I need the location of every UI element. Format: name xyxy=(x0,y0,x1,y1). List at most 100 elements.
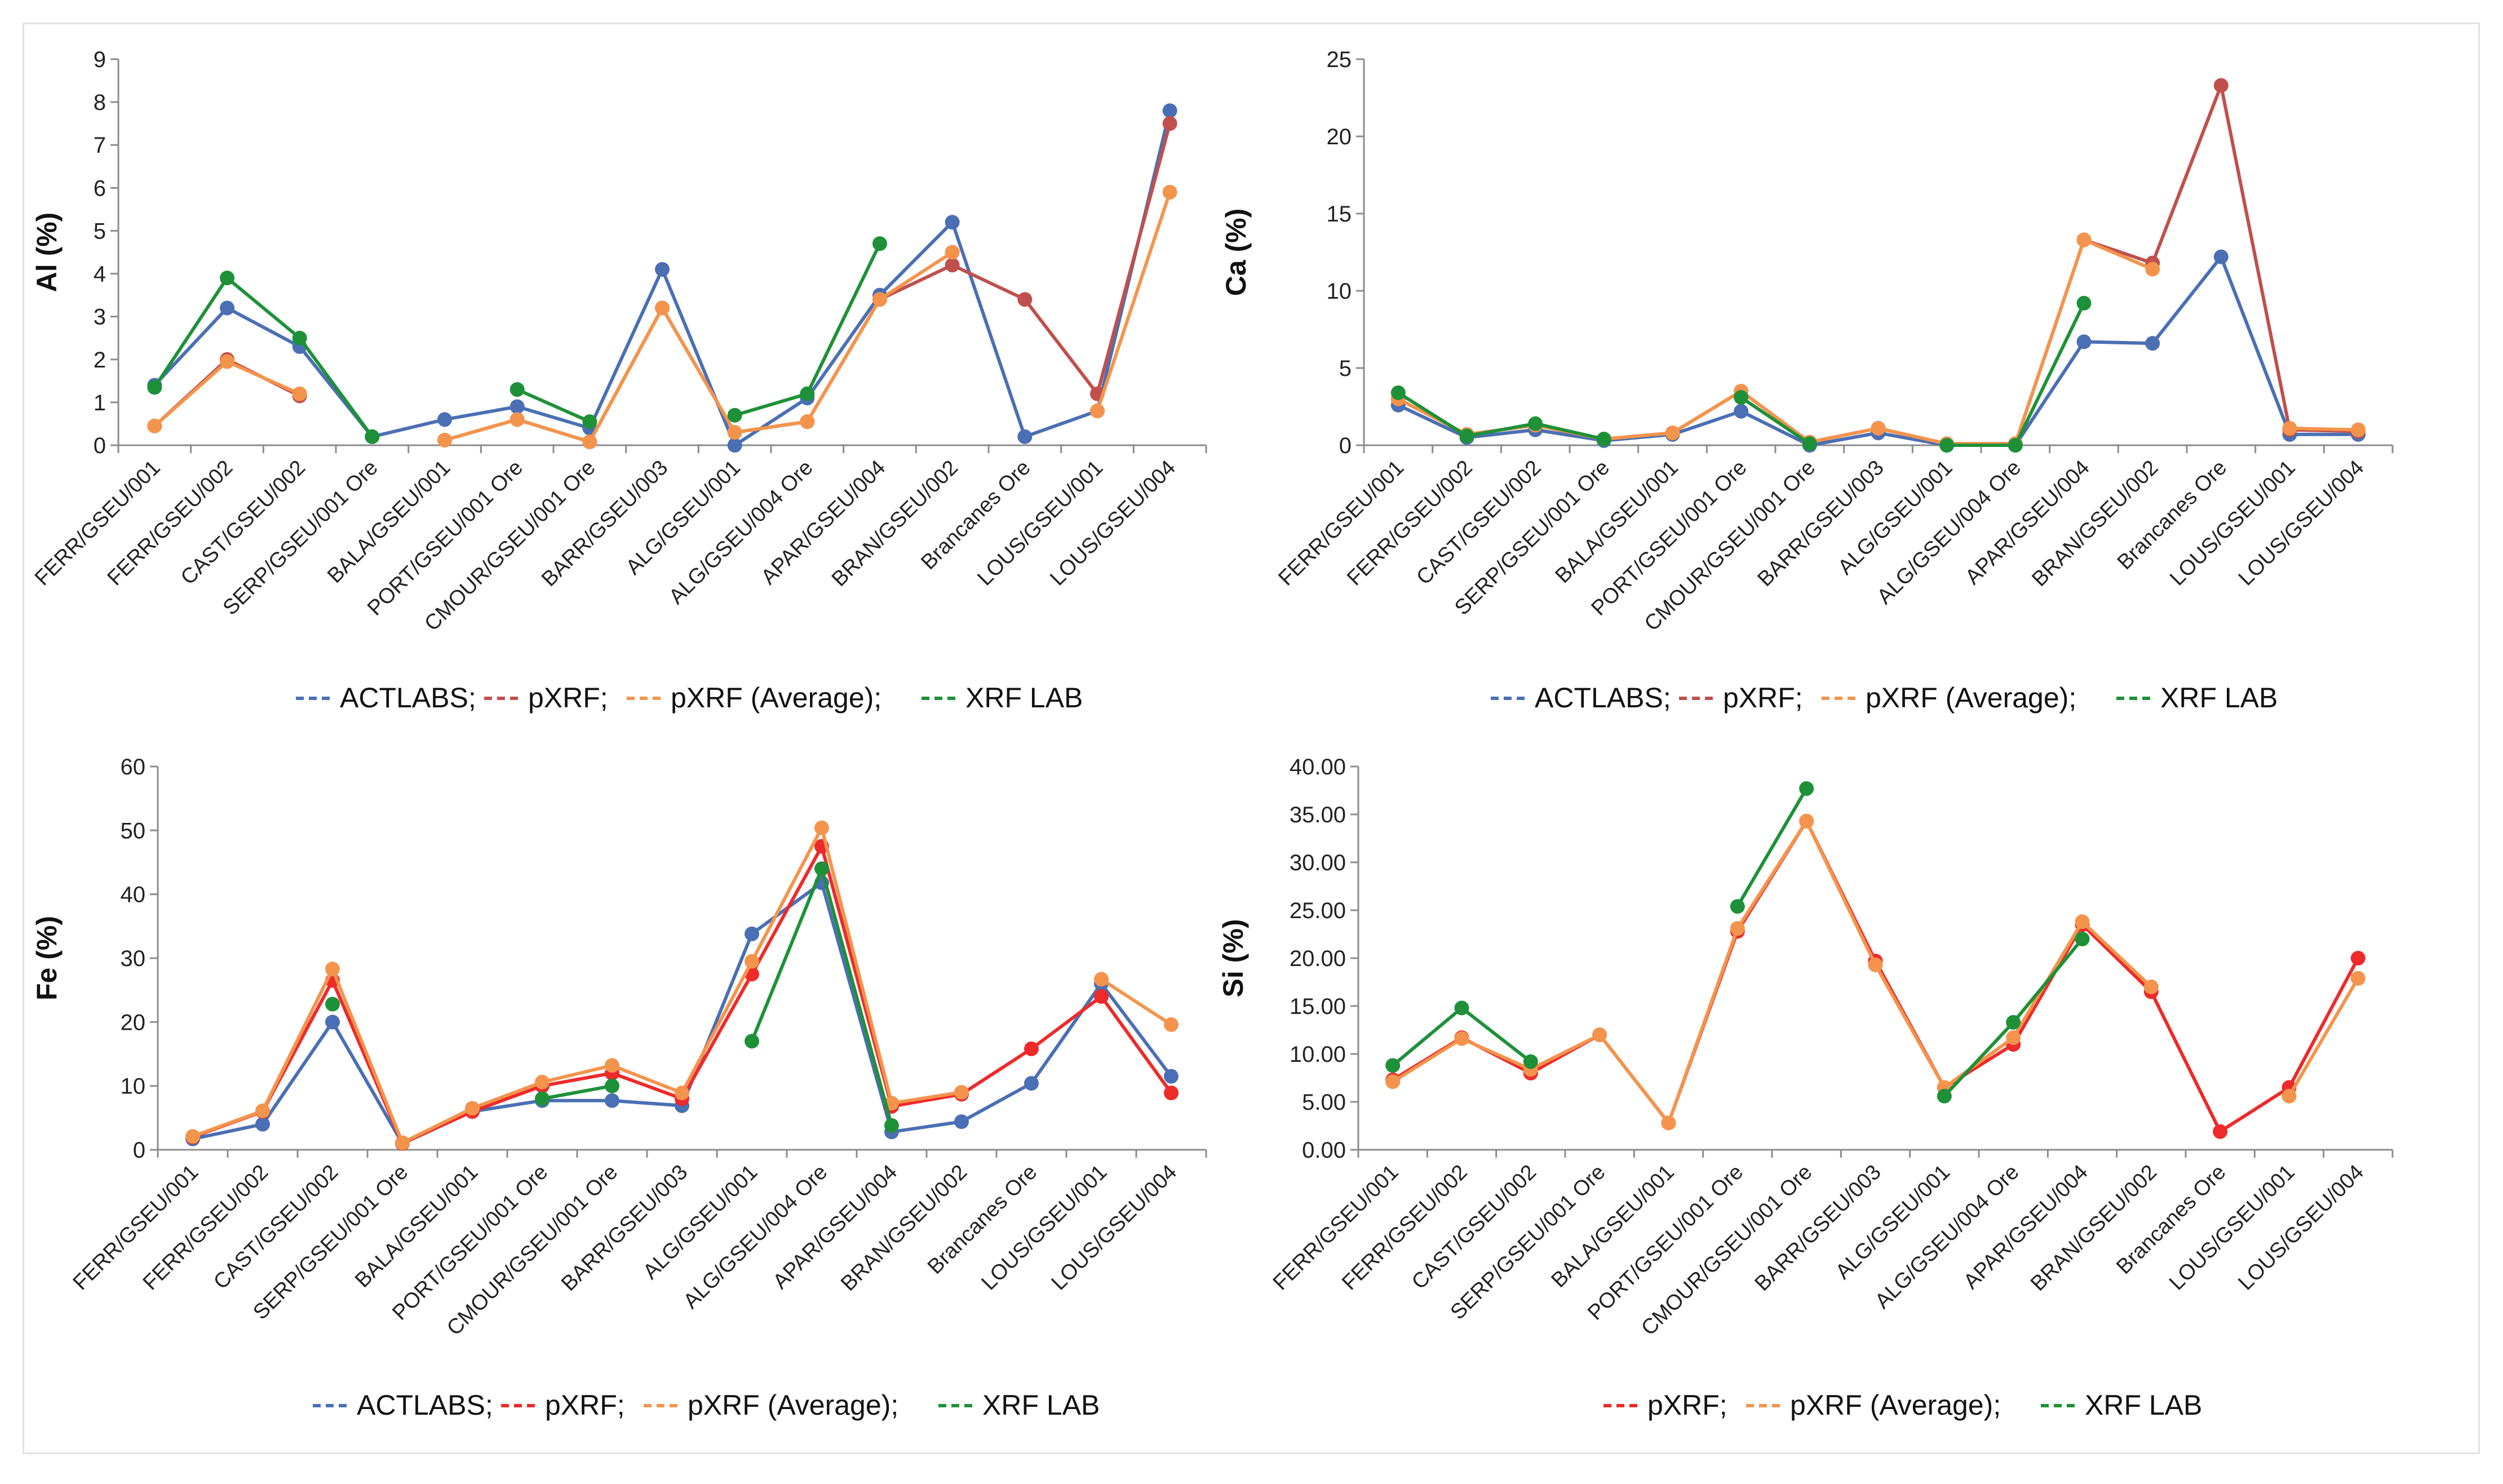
point-pxrf-average xyxy=(510,412,525,427)
point-xrf-lab xyxy=(872,236,887,251)
point-actlabs xyxy=(220,300,234,316)
point-xrf-lab xyxy=(814,861,829,876)
y-tick-label: 0 xyxy=(94,433,106,458)
point-actlabs xyxy=(325,1015,340,1030)
point-pxrf-average xyxy=(800,414,815,429)
point-pxrf-average xyxy=(945,245,960,260)
y-tick-label: 40 xyxy=(121,883,146,907)
point-pxrf xyxy=(1094,989,1109,1004)
point-pxrf-average xyxy=(1868,957,1883,972)
point-xrf-lab xyxy=(1454,1000,1469,1016)
point-xrf-lab xyxy=(1730,899,1745,914)
point-pxrf-average xyxy=(220,354,234,369)
y-tick-label: 10.00 xyxy=(1290,1042,1346,1067)
y-tick-label: 8 xyxy=(94,90,106,115)
y-tick-label: 6 xyxy=(94,176,106,201)
point-xrf-lab xyxy=(292,330,307,345)
y-tick-label: 4 xyxy=(94,262,106,287)
y-tick-label: 0 xyxy=(133,1138,145,1163)
legend-label: ACTLABS; xyxy=(1535,682,1671,714)
point-xrf-lab xyxy=(535,1091,550,1106)
point-pxrf xyxy=(2213,78,2229,93)
point-actlabs xyxy=(2145,336,2160,351)
legend-label: XRF LAB xyxy=(982,1389,1100,1421)
point-actlabs xyxy=(954,1114,969,1129)
point-xrf-lab xyxy=(365,429,380,444)
y-tick-label: 10 xyxy=(1327,279,1352,304)
point-actlabs xyxy=(1162,103,1177,118)
y-tick-label: 25.00 xyxy=(1290,898,1346,923)
y-tick-label: 30 xyxy=(121,946,146,971)
y-tick-label: 40.00 xyxy=(1290,755,1346,779)
y-tick-label: 15 xyxy=(1327,202,1352,227)
point-xrf-lab xyxy=(2075,932,2090,946)
point-actlabs xyxy=(255,1117,270,1132)
y-tick-label: 10 xyxy=(121,1074,146,1099)
legend-label: pXRF (Average); xyxy=(1866,682,2076,714)
point-pxrf-average xyxy=(2006,1030,2021,1046)
point-pxrf-average xyxy=(814,820,829,835)
legend-label: XRF LAB xyxy=(965,682,1083,714)
point-pxrf-average xyxy=(1799,813,1814,829)
point-pxrf-average xyxy=(325,962,340,977)
point-pxrf-average xyxy=(727,425,742,440)
legend-label: pXRF; xyxy=(1647,1389,1727,1421)
y-axis-title: Ca (%) xyxy=(1220,209,1252,296)
y-tick-label: 15.00 xyxy=(1290,994,1346,1019)
point-actlabs xyxy=(745,926,759,941)
legend-label: pXRF (Average); xyxy=(1790,1389,2001,1421)
point-pxrf-average xyxy=(1162,184,1177,200)
point-xrf-lab xyxy=(745,1034,759,1049)
y-tick-label: 5.00 xyxy=(1302,1090,1346,1115)
legend-label: pXRF (Average); xyxy=(671,682,881,714)
point-xrf-lab xyxy=(1799,781,1814,796)
point-xrf-lab xyxy=(1937,1088,1952,1104)
point-pxrf-average xyxy=(292,386,307,401)
y-tick-label: 0.00 xyxy=(1302,1138,1346,1163)
point-xrf-lab xyxy=(2006,1015,2021,1030)
point-actlabs xyxy=(1164,1069,1179,1084)
point-pxrf-average xyxy=(1661,1115,1676,1131)
point-xrf-lab xyxy=(2076,295,2092,311)
point-pxrf-average xyxy=(1871,420,1886,436)
y-tick-label: 30.00 xyxy=(1290,850,1346,875)
y-tick-label: 60 xyxy=(121,755,146,779)
legend-label: XRF LAB xyxy=(2160,682,2278,714)
y-tick-label: 1 xyxy=(94,391,106,415)
point-xrf-lab xyxy=(2008,438,2023,453)
point-pxrf-average xyxy=(1454,1031,1469,1046)
point-pxrf-average xyxy=(2075,914,2090,929)
point-xrf-lab xyxy=(727,407,742,423)
point-actlabs xyxy=(1024,1076,1039,1091)
point-pxrf-average xyxy=(2282,420,2297,436)
y-axis-title: Si (%) xyxy=(1217,919,1249,998)
point-actlabs xyxy=(727,438,742,453)
point-pxrf-average xyxy=(1665,426,1680,441)
point-xrf-lab xyxy=(800,386,815,401)
y-tick-label: 5 xyxy=(94,219,106,243)
point-xrf-lab xyxy=(220,271,234,286)
point-pxrf-average xyxy=(1164,1017,1179,1032)
legend-label: ACTLABS; xyxy=(340,682,476,714)
legend-label: pXRF; xyxy=(1723,682,1803,714)
point-pxrf-average xyxy=(582,434,597,449)
point-xrf-lab xyxy=(147,380,162,395)
point-pxrf-average xyxy=(872,292,887,307)
point-actlabs xyxy=(655,262,670,277)
point-pxrf-average xyxy=(2350,971,2365,986)
point-pxrf-average xyxy=(2145,262,2160,277)
y-tick-label: 20.00 xyxy=(1290,946,1346,971)
y-tick-label: 3 xyxy=(94,305,106,330)
point-pxrf-average xyxy=(465,1101,480,1116)
point-xrf-lab xyxy=(510,382,525,397)
point-xrf-lab xyxy=(1734,390,1749,405)
legend-label: pXRF; xyxy=(528,682,608,714)
point-pxrf-average xyxy=(675,1086,689,1101)
y-tick-label: 50 xyxy=(121,818,146,843)
point-pxrf-average xyxy=(2143,980,2159,994)
point-pxrf xyxy=(2350,951,2365,965)
point-actlabs xyxy=(510,399,525,414)
point-pxrf-average xyxy=(1730,921,1745,936)
point-actlabs xyxy=(605,1093,619,1108)
